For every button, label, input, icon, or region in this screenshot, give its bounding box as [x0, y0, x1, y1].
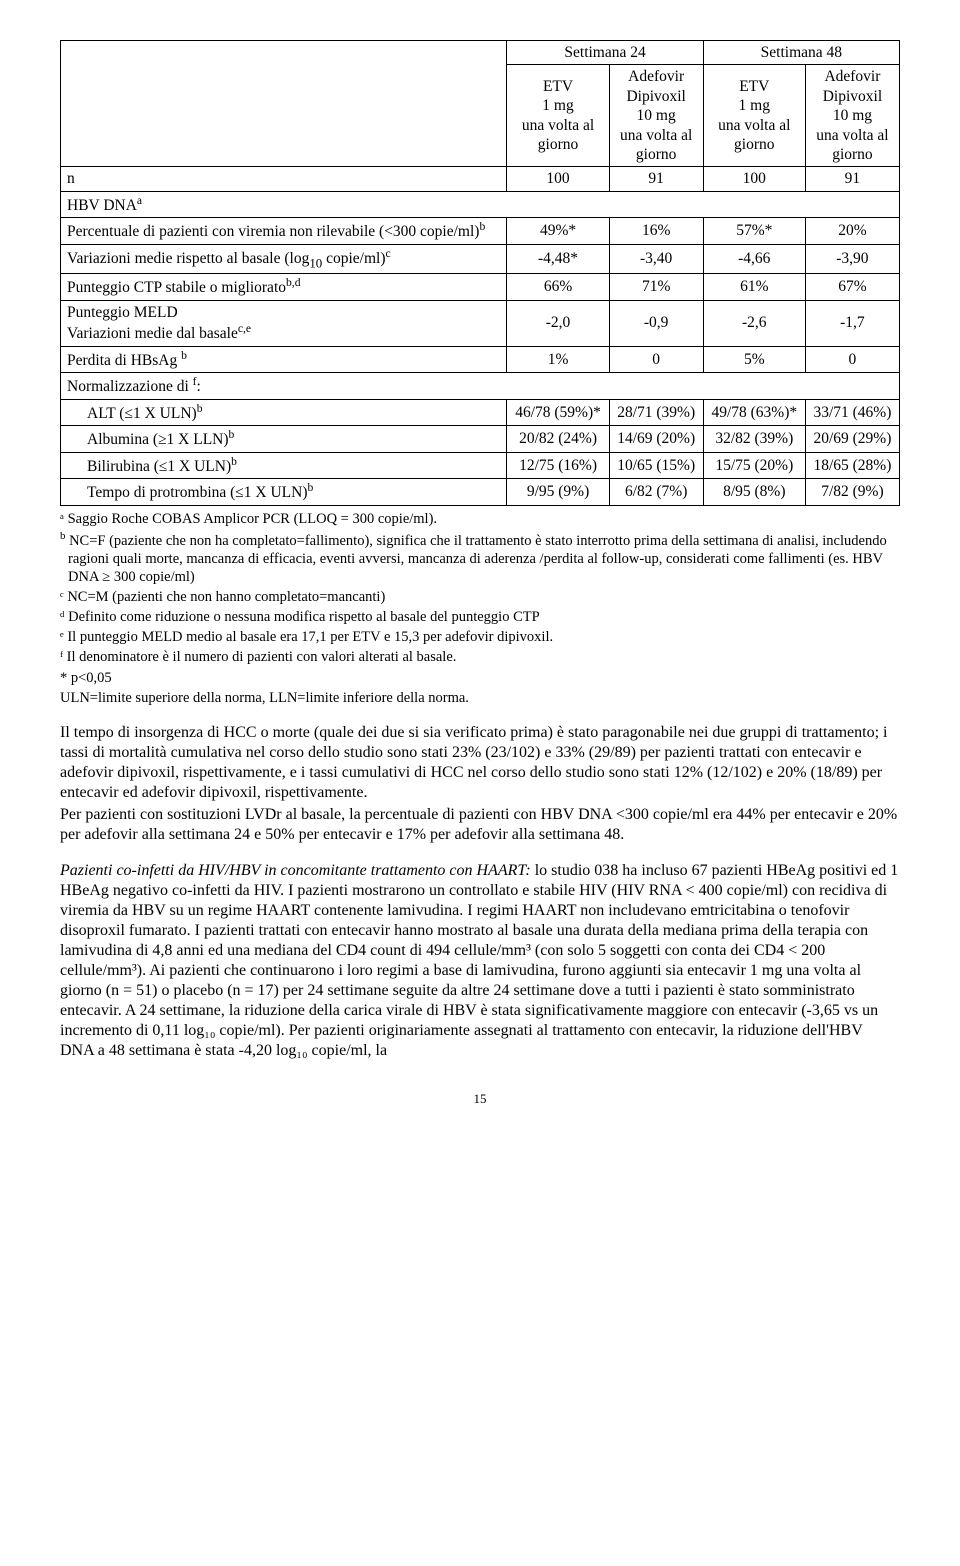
footnote-f: ᶠ Il denominatore è il numero di pazient…	[60, 648, 900, 666]
cell: 1%	[507, 346, 609, 373]
table-row: Bilirubina (≤1 X ULN)b 12/75 (16%) 10/65…	[61, 452, 900, 479]
footnote-a: ᵃ Saggio Roche COBAS Amplicor PCR (LLOQ …	[60, 510, 900, 528]
col-header-2: ETV1 mguna volta algiorno	[703, 65, 805, 167]
cell: 57%*	[703, 218, 805, 245]
page-number: 15	[60, 1091, 900, 1107]
footnote-b: b NC=F (paziente che non ha completato=f…	[60, 530, 900, 586]
cell: -4,66	[703, 244, 805, 273]
table-row: ALT (≤1 X ULN)b 46/78 (59%)* 28/71 (39%)…	[61, 399, 900, 426]
cell: 46/78 (59%)*	[507, 399, 609, 426]
cell: -3,90	[805, 244, 899, 273]
table-row: HBV DNAa	[61, 191, 900, 218]
cell: 49%*	[507, 218, 609, 245]
cell: 66%	[507, 274, 609, 301]
row-prot-label: Tempo di protrombina (≤1 X ULN)b	[61, 479, 507, 506]
col-header-0: ETV1 mguna volta algiorno	[507, 65, 609, 167]
table-row: Albumina (≥1 X LLN)b 20/82 (24%) 14/69 (…	[61, 426, 900, 453]
header-blank	[61, 41, 507, 167]
cell: -4,48*	[507, 244, 609, 273]
table-row: Perdita di HBsAg b 1% 0 5% 0	[61, 346, 900, 373]
cell: 16%	[609, 218, 703, 245]
cell: -2,6	[703, 300, 805, 346]
cell: 18/65 (28%)	[805, 452, 899, 479]
col-header-3: AdefovirDipivoxil10 mguna volta algiorno	[805, 65, 899, 167]
cell: 33/71 (46%)	[805, 399, 899, 426]
col-header-1: AdefovirDipivoxil10 mguna volta algiorno	[609, 65, 703, 167]
paragraph-3-body: lo studio 038 ha incluso 67 pazienti HBe…	[60, 862, 898, 1059]
row-hbv-label: HBV DNAa	[61, 191, 900, 218]
cell: -3,40	[609, 244, 703, 273]
table-row: Punteggio CTP stabile o miglioratob,d 66…	[61, 274, 900, 301]
cell: 20%	[805, 218, 899, 245]
header-week48: Settimana 48	[703, 41, 899, 65]
cell: -0,9	[609, 300, 703, 346]
cell: 6/82 (7%)	[609, 479, 703, 506]
cell: 100	[703, 167, 805, 191]
table-row: Tempo di protrombina (≤1 X ULN)b 9/95 (9…	[61, 479, 900, 506]
paragraph-3: Pazienti co-infetti da HIV/HBV in concom…	[60, 861, 900, 1061]
cell: 28/71 (39%)	[609, 399, 703, 426]
cell: 0	[609, 346, 703, 373]
cell: 5%	[703, 346, 805, 373]
cell: -2,0	[507, 300, 609, 346]
row-ctp-label: Punteggio CTP stabile o miglioratob,d	[61, 274, 507, 301]
footnote-e: ᵉ Il punteggio MELD medio al basale era …	[60, 628, 900, 646]
row-n-label: n	[61, 167, 507, 191]
body-text: Il tempo di insorgenza di HCC o morte (q…	[60, 723, 900, 1061]
cell: 20/69 (29%)	[805, 426, 899, 453]
footnote-c: ᶜ NC=M (pazienti che non hanno completat…	[60, 588, 900, 606]
cell: 91	[805, 167, 899, 191]
cell: 12/75 (16%)	[507, 452, 609, 479]
cell: 7/82 (9%)	[805, 479, 899, 506]
table-row: Normalizzazione di f:	[61, 373, 900, 400]
cell: 10/65 (15%)	[609, 452, 703, 479]
cell: 91	[609, 167, 703, 191]
row-hbsag-label: Perdita di HBsAg b	[61, 346, 507, 373]
cell: 9/95 (9%)	[507, 479, 609, 506]
cell: 14/69 (20%)	[609, 426, 703, 453]
cell: 67%	[805, 274, 899, 301]
table-row: Percentuale di pazienti con viremia non …	[61, 218, 900, 245]
cell: 32/82 (39%)	[703, 426, 805, 453]
table-row: Variazioni medie rispetto al basale (log…	[61, 244, 900, 273]
paragraph-1: Il tempo di insorgenza di HCC o morte (q…	[60, 723, 900, 803]
header-week24: Settimana 24	[507, 41, 703, 65]
row-bil-label: Bilirubina (≤1 X ULN)b	[61, 452, 507, 479]
row-alb-label: Albumina (≥1 X LLN)b	[61, 426, 507, 453]
row-viremia-label: Percentuale di pazienti con viremia non …	[61, 218, 507, 245]
row-norm-label: Normalizzazione di f:	[61, 373, 900, 400]
footnote-d: ᵈ Definito come riduzione o nessuna modi…	[60, 608, 900, 626]
row-meld-label: Punteggio MELDVariazioni medie dal basal…	[61, 300, 507, 346]
table-footnotes: ᵃ Saggio Roche COBAS Amplicor PCR (LLOQ …	[60, 510, 900, 707]
row-varmed-label: Variazioni medie rispetto al basale (log…	[61, 244, 507, 273]
cell: 15/75 (20%)	[703, 452, 805, 479]
table-row: Punteggio MELDVariazioni medie dal basal…	[61, 300, 900, 346]
cell: 100	[507, 167, 609, 191]
cell: -1,7	[805, 300, 899, 346]
cell: 71%	[609, 274, 703, 301]
cell: 0	[805, 346, 899, 373]
cell: 20/82 (24%)	[507, 426, 609, 453]
row-alt-label: ALT (≤1 X ULN)b	[61, 399, 507, 426]
footnote-uln: ULN=limite superiore della norma, LLN=li…	[60, 689, 900, 707]
cell: 61%	[703, 274, 805, 301]
footnote-p: * p<0,05	[60, 669, 900, 687]
table-row: n 100 91 100 91	[61, 167, 900, 191]
paragraph-2: Per pazienti con sostituzioni LVDr al ba…	[60, 805, 900, 845]
paragraph-3-lead: Pazienti co-infetti da HIV/HBV in concom…	[60, 862, 531, 879]
results-table: Settimana 24 Settimana 48 ETV1 mguna vol…	[60, 40, 900, 506]
cell: 49/78 (63%)*	[703, 399, 805, 426]
cell: 8/95 (8%)	[703, 479, 805, 506]
